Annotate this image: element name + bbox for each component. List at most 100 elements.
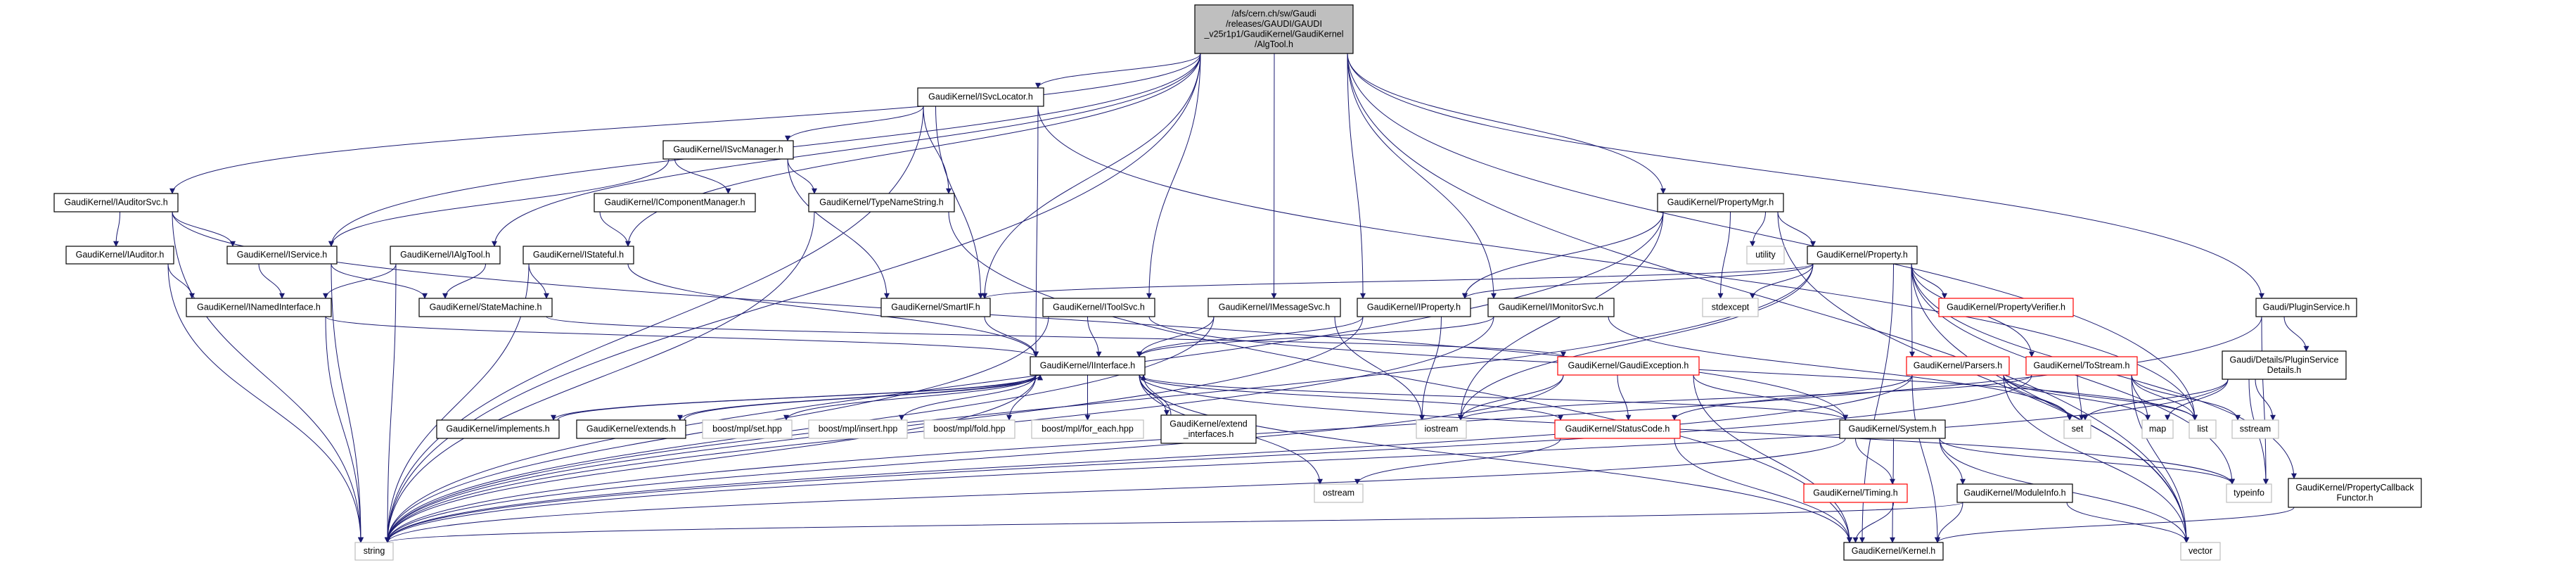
node-label: GaudiKernel/IAuditorSvc.h xyxy=(64,198,167,208)
node-iauditor-svc[interactable]: GaudiKernel/IAuditorSvc.h xyxy=(53,193,179,212)
node-box xyxy=(1357,298,1471,317)
edge-module-info-to-vector xyxy=(2066,502,2189,543)
node-label: GaudiKernel/StatusCode.h xyxy=(1565,424,1670,434)
node-implements[interactable]: GaudiKernel/implements.h xyxy=(436,419,560,439)
node-label: set xyxy=(2072,424,2084,434)
node-label: boost/mpl/fold.hpp xyxy=(933,424,1005,434)
edge-parsers-to-status-code xyxy=(1672,374,1913,421)
edge-timing-to-kernel xyxy=(1852,502,1894,543)
node-box xyxy=(1314,483,1364,503)
node-iproperty[interactable]: GaudiKernel/IProperty.h xyxy=(1357,298,1471,317)
node-timing[interactable]: GaudiKernel/Timing.h xyxy=(1803,483,1908,503)
node-imessage-svc[interactable]: GaudiKernel/IMessageSvc.h xyxy=(1207,298,1341,317)
edge-root-to-imonitor-svc xyxy=(1347,53,1497,299)
node-smart-if[interactable]: GaudiKernel/SmartIF.h xyxy=(880,298,991,317)
node-label: GaudiKernel/IComponentManager.h xyxy=(604,198,745,208)
node-iservice[interactable]: GaudiKernel/IService.h xyxy=(226,246,338,265)
node-label: map xyxy=(2149,424,2166,434)
edge-plugin-service-details-to-set xyxy=(2082,379,2229,421)
node-inamed-interface[interactable]: GaudiKernel/INamedInterface.h xyxy=(186,298,332,317)
node-label: sstream xyxy=(2240,424,2271,434)
edge-plugin-service-to-plugin-service-details xyxy=(2283,316,2309,352)
node-iauditor[interactable]: GaudiKernel/IAuditor.h xyxy=(65,246,174,265)
node-label: GaudiKernel/Property.h xyxy=(1816,250,1908,260)
node-type-name-string[interactable]: GaudiKernel/TypeNameString.h xyxy=(808,193,955,212)
node-label: GaudiKernel/IMonitorSvc.h xyxy=(1499,303,1603,312)
node-isvc-manager[interactable]: GaudiKernel/ISvcManager.h xyxy=(662,140,794,160)
edge-extends-to-iinterface xyxy=(684,374,1043,421)
edge-root-to-smart-if xyxy=(982,53,1201,299)
node-box xyxy=(1557,356,1700,376)
node-label: Details.h xyxy=(2267,365,2302,375)
node-iinterface[interactable]: GaudiKernel/IInterface.h xyxy=(1030,356,1146,376)
edge-isvc-manager-to-icomponent-manager xyxy=(674,158,731,194)
node-label: GaudiKernel/ISvcManager.h xyxy=(673,145,783,155)
edge-property-callback-functor-to-kernel xyxy=(1935,507,2295,543)
node-box xyxy=(436,419,560,439)
edge-plugin-service-details-to-string xyxy=(385,379,2229,543)
node-property[interactable]: GaudiKernel/Property.h xyxy=(1807,246,1918,265)
node-status-code[interactable]: GaudiKernel/StatusCode.h xyxy=(1554,419,1681,439)
edge-to-stream-to-iostream xyxy=(1458,374,2032,421)
node-isvc-locator[interactable]: GaudiKernel/ISvcLocator.h xyxy=(917,87,1044,107)
node-label: GaudiKernel/IMessageSvc.h xyxy=(1219,303,1330,312)
node-state-machine[interactable]: GaudiKernel/StateMachine.h xyxy=(418,298,553,317)
node-parsers[interactable]: GaudiKernel/Parsers.h xyxy=(1906,356,2010,376)
node-label: GaudiKernel/INamedInterface.h xyxy=(197,303,321,312)
edge-property-to-property-verifier xyxy=(1911,263,1947,299)
node-box xyxy=(1207,298,1341,317)
node-box xyxy=(1938,298,2074,317)
edge-isvc-locator-to-smart-if xyxy=(935,106,984,299)
edge-plugin-service-to-string xyxy=(385,316,2262,543)
edge-imessage-svc-to-iostream xyxy=(1334,316,1425,421)
edge-root-to-list xyxy=(1347,53,2198,421)
node-icomponent-manager[interactable]: GaudiKernel/IComponentManager.h xyxy=(594,193,756,212)
node-box xyxy=(2226,483,2272,503)
edge-isvc-locator-to-string xyxy=(385,106,924,543)
node-property-verifier[interactable]: GaudiKernel/PropertyVerifier.h xyxy=(1938,298,2074,317)
node-kernel[interactable]: GaudiKernel/Kernel.h xyxy=(1843,542,1944,561)
node-box xyxy=(1487,298,1615,317)
edge-parsers-to-map xyxy=(2003,374,2151,421)
edge-plugin-service-details-to-map xyxy=(2165,379,2229,421)
node-label: ostream xyxy=(1323,488,1354,498)
edge-iservice-to-state-machine xyxy=(331,263,428,299)
edge-root-to-iproperty xyxy=(1347,53,1366,299)
edge-root-to-ialg-tool xyxy=(492,53,1201,247)
edge-iinterface-to-mplinsert xyxy=(899,374,1037,421)
node-label: GaudiKernel/ToStream.h xyxy=(2034,361,2130,371)
edge-root-to-property-mgr xyxy=(1347,53,1666,194)
edge-isvc-manager-to-smart-if xyxy=(787,158,890,299)
node-label: GaudiKernel/ISvcLocator.h xyxy=(928,92,1033,102)
node-label: boost/mpl/insert.hpp xyxy=(819,424,898,434)
node-label: GaudiKernel/IService.h xyxy=(237,250,328,260)
node-ialg-tool[interactable]: GaudiKernel/IAlgTool.h xyxy=(390,246,501,265)
node-istateful[interactable]: GaudiKernel/IStateful.h xyxy=(523,246,634,265)
edge-iauditor-to-string xyxy=(167,263,364,543)
node-system[interactable]: GaudiKernel/System.h xyxy=(1839,419,1946,439)
edge-property-to-iostream xyxy=(1458,263,1814,421)
node-label: GaudiKernel/IStateful.h xyxy=(533,250,624,260)
edge-property-mgr-to-stdexcept xyxy=(1717,211,1731,299)
node-extends[interactable]: GaudiKernel/extends.h xyxy=(576,419,686,439)
node-box xyxy=(226,246,338,265)
node-to-stream[interactable]: GaudiKernel/ToStream.h xyxy=(2025,356,2138,376)
node-box xyxy=(808,419,908,439)
node-property-mgr[interactable]: GaudiKernel/PropertyMgr.h xyxy=(1657,193,1784,212)
edge-gaudi-exception-to-status-code xyxy=(1617,374,1632,421)
node-imonitor-svc[interactable]: GaudiKernel/IMonitorSvc.h xyxy=(1487,298,1615,317)
node-gaudi-exception[interactable]: GaudiKernel/GaudiException.h xyxy=(1557,356,1700,376)
node-itool-svc[interactable]: GaudiKernel/IToolSvc.h xyxy=(1042,298,1155,317)
node-label: _interfaces.h xyxy=(1183,429,1234,439)
node-label: GaudiKernel/implements.h xyxy=(446,424,549,434)
node-set: set xyxy=(2063,419,2091,439)
node-typeinfo: typeinfo xyxy=(2226,483,2272,503)
edge-to-stream-to-string xyxy=(385,374,2032,543)
node-plugin-service[interactable]: Gaudi/PluginService.h xyxy=(2255,298,2357,317)
edge-property-mgr-to-utility xyxy=(1750,211,1766,247)
node-box xyxy=(2180,542,2221,561)
node-extend-interfaces[interactable]: GaudiKernel/extend_interfaces.h xyxy=(1160,414,1257,444)
node-module-info[interactable]: GaudiKernel/ModuleInfo.h xyxy=(1956,483,2073,503)
